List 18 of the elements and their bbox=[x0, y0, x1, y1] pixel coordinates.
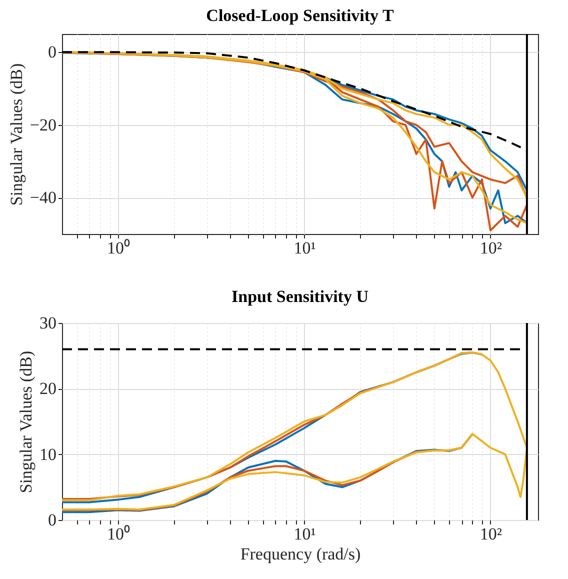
y-tick-label: 0 bbox=[48, 42, 56, 62]
chart-title: Input Sensitivity U bbox=[232, 287, 368, 306]
x-tick-label: 10² bbox=[480, 238, 502, 258]
x-tick-label: 10² bbox=[480, 524, 502, 544]
x-tick-label: 10¹ bbox=[294, 238, 316, 258]
y-tick-label: 0 bbox=[48, 510, 56, 530]
x-axis-title: Frequency (rad/s) bbox=[240, 544, 361, 564]
y-axis-title: Singular Values (dB) bbox=[6, 63, 26, 206]
y-tick-label: −40 bbox=[30, 188, 56, 208]
x-tick-label: 10⁰ bbox=[107, 238, 130, 258]
y-axis-title: Singular Values (dB) bbox=[16, 350, 36, 494]
y-tick-label: 20 bbox=[40, 379, 56, 398]
chart-title: Closed-Loop Sensitivity T bbox=[206, 6, 394, 25]
y-tick-label: 10 bbox=[40, 444, 56, 464]
y-tick-label: −20 bbox=[30, 115, 56, 134]
x-tick-label: 10⁰ bbox=[107, 524, 130, 544]
y-tick-label: 30 bbox=[40, 314, 56, 332]
x-tick-label: 10¹ bbox=[294, 524, 316, 544]
